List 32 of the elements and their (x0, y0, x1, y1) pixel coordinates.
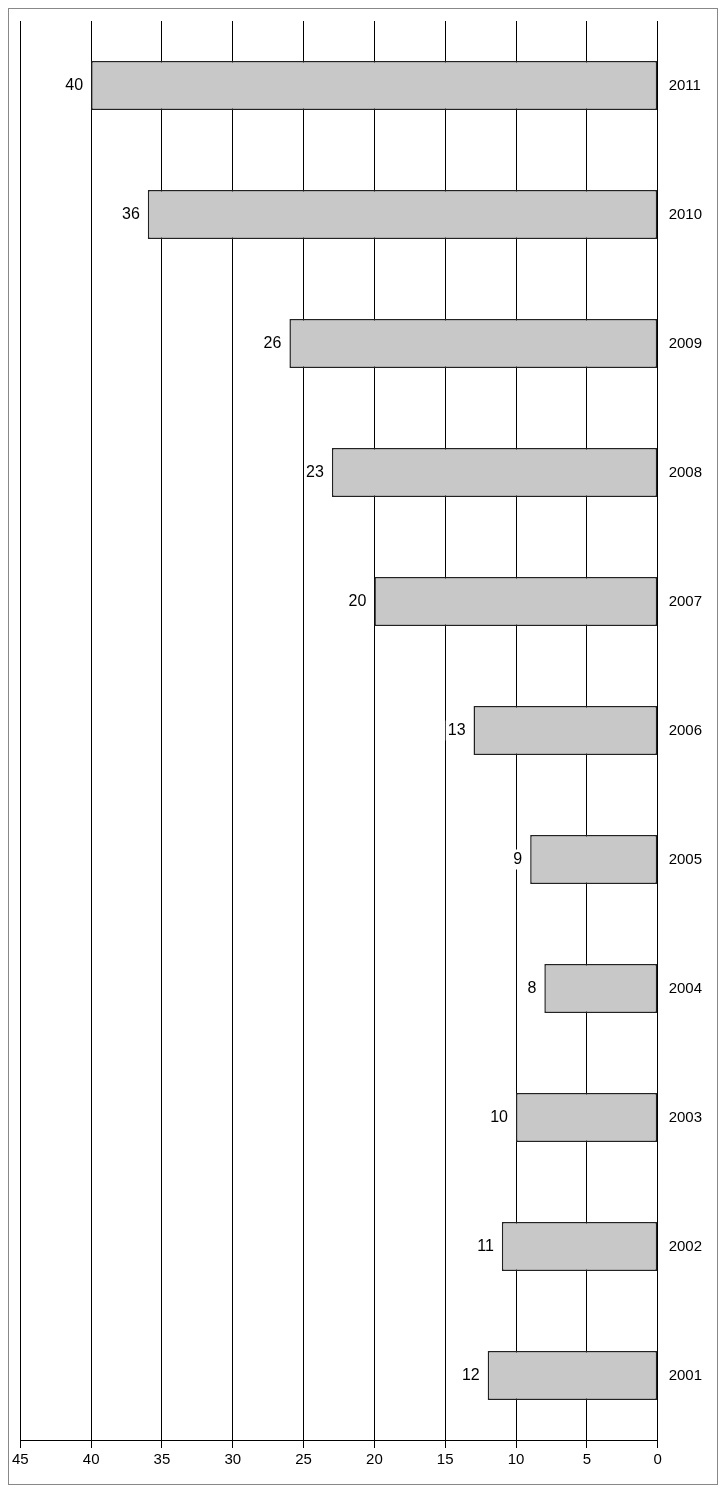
x-tick-label: 25 (295, 1450, 312, 1468)
y-tick-label: 2008 (668, 462, 703, 480)
y-tick-label: 2011 (668, 75, 701, 93)
y-tick-label: 2001 (668, 1365, 703, 1383)
y-tick-label: 2003 (668, 1107, 703, 1125)
data-label: 20 (348, 591, 367, 609)
data-label: 12 (461, 1365, 480, 1383)
data-label: 13 (447, 720, 466, 738)
data-label: 26 (263, 333, 282, 351)
y-tick-label: 2002 (668, 1236, 703, 1254)
y-tick-label: 2007 (668, 591, 703, 609)
data-label: 36 (122, 204, 140, 222)
x-tick-label: 15 (436, 1450, 454, 1468)
y-tick-label: 2006 (668, 720, 703, 738)
y-tick-label: 2009 (668, 333, 703, 351)
x-tick-label: 0 (653, 1450, 662, 1468)
data-label: 9 (513, 849, 523, 867)
data-label: 8 (527, 978, 537, 996)
data-label: 23 (306, 462, 325, 480)
x-tick-label: 35 (153, 1450, 171, 1468)
y-tick-label: 2010 (668, 204, 703, 222)
y-tick-label: 2004 (668, 978, 703, 996)
y-tick-label: 2005 (668, 849, 703, 867)
x-tick-label: 5 (582, 1450, 591, 1468)
x-tick-label: 45 (12, 1450, 29, 1468)
data-label: 40 (65, 75, 84, 93)
x-tick-label: 40 (82, 1450, 100, 1468)
x-tick-label: 30 (224, 1450, 242, 1468)
data-label: 11 (477, 1236, 494, 1254)
x-tick-label: 10 (507, 1450, 525, 1468)
x-tick-label: 20 (366, 1450, 383, 1468)
data-label: 10 (490, 1107, 509, 1125)
